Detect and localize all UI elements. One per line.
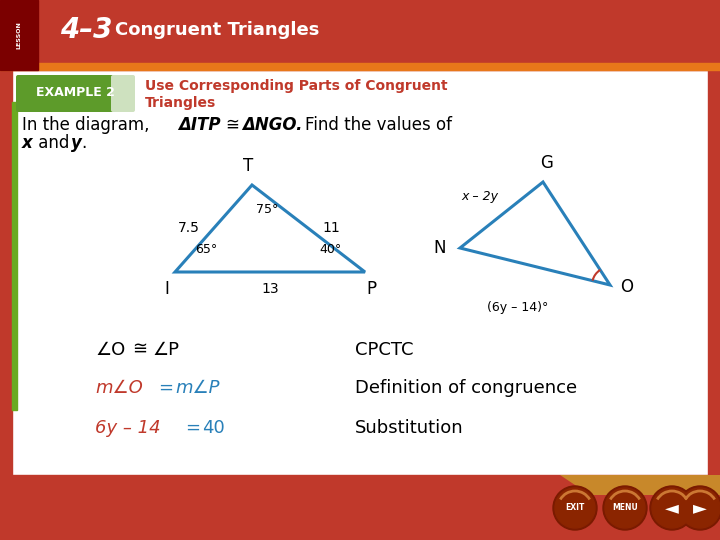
Text: 40: 40 [202,419,225,437]
Bar [0,63,720,70]
Text: I: I [165,280,169,298]
Text: x: x [22,134,32,152]
Bar [0,0,12,540]
Text: 7.5: 7.5 [178,221,199,235]
Text: O: O [620,278,633,296]
Text: 75°: 75° [256,203,279,216]
Text: ►: ► [693,499,707,517]
Circle shape [650,486,694,530]
Polygon shape [510,475,720,495]
Bar [0,475,720,540]
Text: P: P [366,280,376,298]
Text: 4–3: 4–3 [60,16,112,44]
Text: (6y – 14)°: (6y – 14)° [487,301,548,314]
Text: =: = [185,419,200,437]
Text: G: G [541,154,554,172]
Text: Triangles: Triangles [145,96,216,110]
Text: 11: 11 [323,221,341,235]
Text: ΔITP: ΔITP [178,116,220,134]
Bar [12,102,17,410]
Text: Definition of congruence: Definition of congruence [355,379,577,397]
Text: m∠P: m∠P [175,379,220,397]
Text: ◄: ◄ [665,499,679,517]
Text: Substitution: Substitution [355,419,464,437]
Text: y: y [71,134,82,152]
Text: EXIT: EXIT [565,503,585,512]
Text: and: and [33,134,75,152]
Text: 40°: 40° [319,243,341,256]
Text: x – 2y: x – 2y [461,190,498,203]
Text: MENU: MENU [612,503,638,512]
Text: Find the values of: Find the values of [305,116,452,134]
FancyBboxPatch shape [111,75,195,112]
Bar [0,532,720,540]
Text: ≅: ≅ [132,341,147,359]
Circle shape [603,486,647,530]
Text: Congruent Triangles: Congruent Triangles [115,21,320,39]
Text: ΔNGO.: ΔNGO. [242,116,302,134]
Text: In the diagram,: In the diagram, [22,116,155,134]
Text: N: N [433,239,446,257]
Circle shape [652,488,692,528]
Bar [0,0,38,70]
Text: Use Corresponding Parts of Congruent: Use Corresponding Parts of Congruent [145,79,448,93]
Text: T: T [243,157,253,175]
Bar [708,0,720,540]
Text: ≅: ≅ [225,116,239,134]
Circle shape [555,488,595,528]
Text: 13: 13 [261,282,279,296]
Text: m∠O: m∠O [95,379,143,397]
Bar [0,0,720,70]
Circle shape [553,486,597,530]
Circle shape [680,488,720,528]
Circle shape [605,488,645,528]
Text: ∠O: ∠O [95,341,125,359]
Text: .: . [81,134,86,152]
FancyBboxPatch shape [16,75,135,112]
Text: EXAMPLE 2: EXAMPLE 2 [35,86,114,99]
Text: CPCTC: CPCTC [355,341,413,359]
Circle shape [678,486,720,530]
Text: 65°: 65° [195,243,217,256]
Text: LESSON: LESSON [17,21,22,49]
Text: ∠P: ∠P [152,341,179,359]
Text: 6y – 14: 6y – 14 [95,419,161,437]
Text: =: = [158,379,173,397]
